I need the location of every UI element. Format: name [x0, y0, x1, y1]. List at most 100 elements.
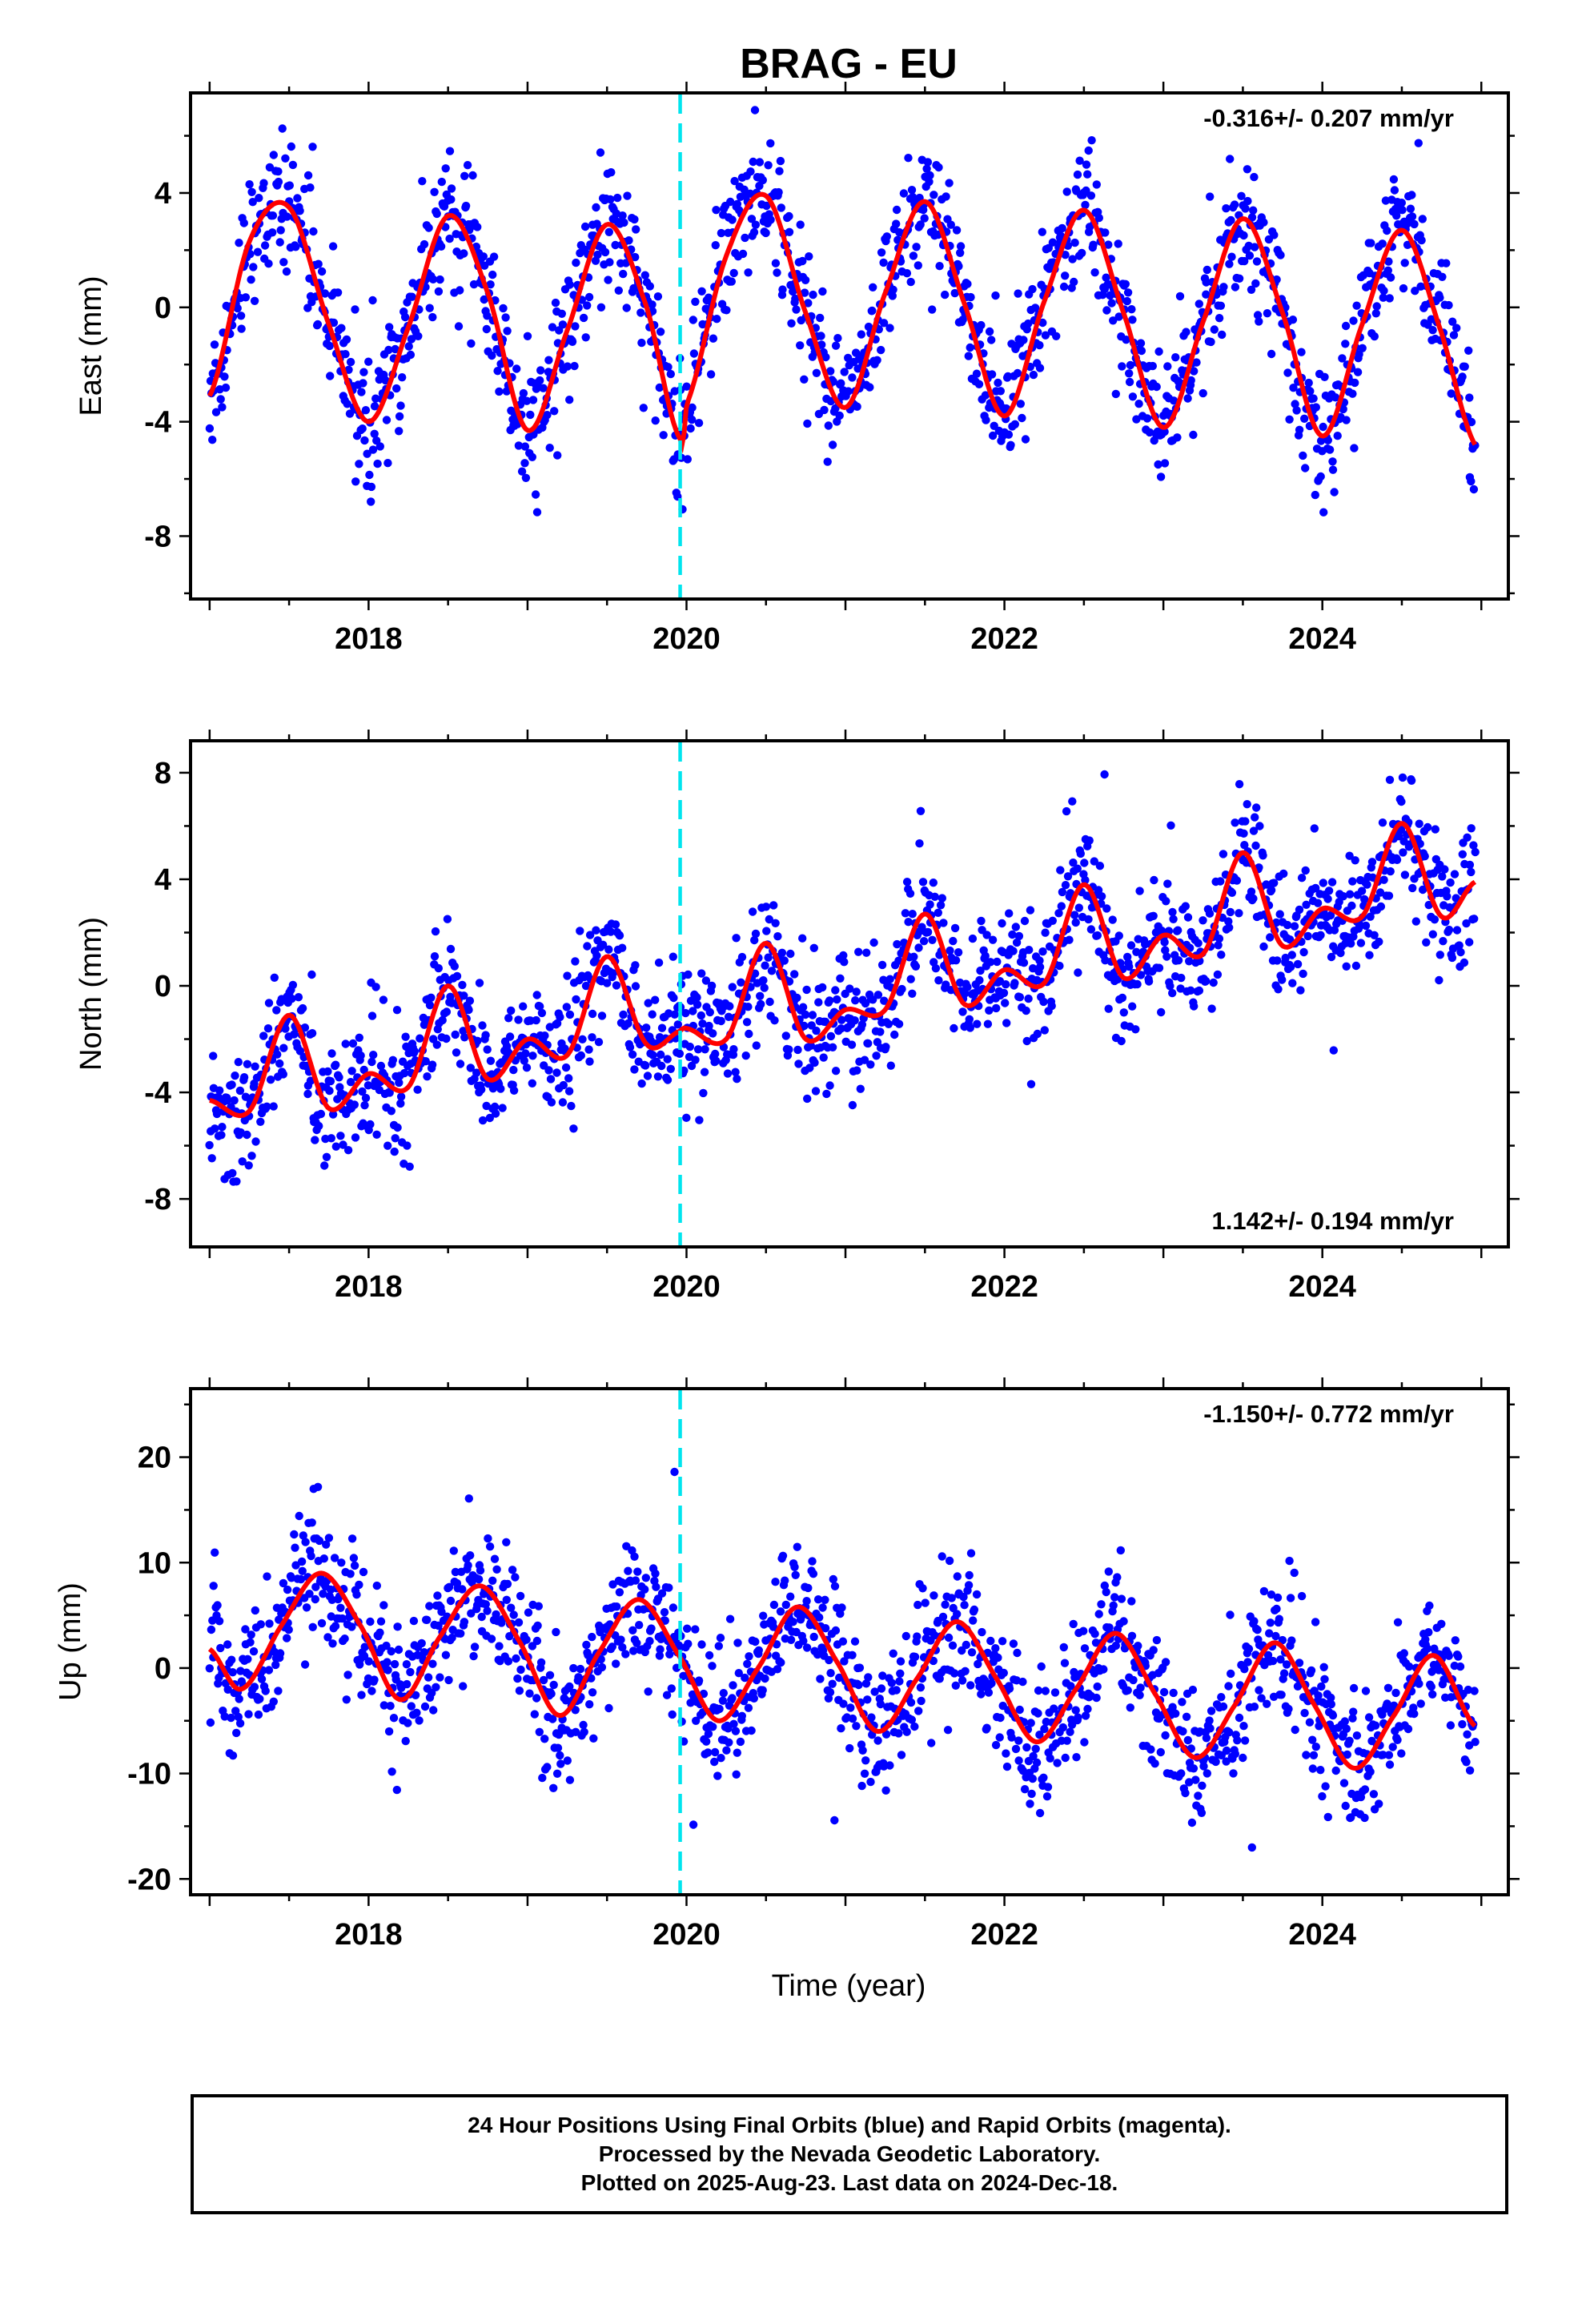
data-point — [1469, 841, 1478, 850]
data-point — [1310, 824, 1319, 833]
data-point — [894, 1019, 904, 1028]
data-point — [1178, 1698, 1186, 1707]
data-point — [620, 218, 628, 227]
data-point — [988, 431, 998, 440]
data-point — [826, 367, 835, 376]
data-point — [655, 383, 664, 392]
data-point — [1425, 1601, 1434, 1610]
data-point — [1207, 1004, 1216, 1013]
data-point — [1284, 1704, 1293, 1714]
data-point — [821, 1595, 829, 1605]
data-point — [1135, 887, 1144, 895]
data-point — [908, 910, 917, 919]
data-point — [670, 1010, 679, 1019]
data-point — [1311, 403, 1321, 412]
data-point — [281, 1024, 290, 1033]
data-point — [847, 1040, 857, 1049]
data-point — [514, 1618, 524, 1627]
data-point — [559, 1080, 568, 1090]
footer-line-3: Plotted on 2025-Aug-23. Last data on 202… — [580, 2170, 1118, 2195]
data-point — [1247, 285, 1256, 294]
data-point — [1062, 187, 1071, 196]
data-point — [781, 1031, 790, 1040]
data-point — [436, 1673, 444, 1682]
data-point — [976, 966, 985, 975]
data-point — [299, 1531, 307, 1540]
data-point — [663, 1076, 673, 1084]
data-point — [1040, 1724, 1049, 1734]
data-point — [327, 1049, 336, 1058]
data-point — [227, 1655, 236, 1664]
data-point — [429, 1706, 438, 1715]
data-point — [972, 369, 982, 378]
data-point — [736, 1737, 745, 1747]
data-point — [365, 470, 374, 480]
data-point — [798, 256, 807, 266]
data-point — [367, 1011, 377, 1020]
data-point — [778, 285, 787, 294]
data-point — [483, 312, 492, 320]
data-point — [1222, 1757, 1231, 1766]
data-point — [861, 1679, 871, 1688]
data-point — [1219, 850, 1228, 858]
data-point — [349, 1554, 359, 1562]
data-point — [1282, 1660, 1291, 1669]
data-point — [722, 1746, 731, 1755]
data-point — [935, 262, 944, 271]
data-point — [878, 1671, 887, 1680]
data-point — [771, 919, 780, 928]
data-point — [290, 1530, 299, 1539]
data-point — [1239, 829, 1248, 838]
data-point — [805, 252, 813, 261]
data-point — [996, 387, 1006, 396]
data-point — [787, 319, 796, 328]
data-point — [789, 287, 797, 296]
data-point — [1114, 931, 1124, 940]
data-point — [639, 404, 648, 412]
data-point — [1162, 952, 1171, 961]
data-point — [486, 280, 495, 289]
data-point — [511, 1573, 520, 1582]
data-point — [370, 1675, 379, 1684]
data-point — [728, 983, 737, 991]
data-point — [504, 1014, 513, 1023]
data-point — [1173, 433, 1182, 442]
data-point — [1039, 997, 1048, 1007]
data-point — [786, 1635, 796, 1644]
data-point — [974, 1659, 982, 1669]
data-point — [912, 243, 921, 251]
data-point — [580, 222, 590, 231]
data-point — [615, 931, 624, 940]
data-point — [1197, 1808, 1207, 1817]
data-point — [1202, 290, 1211, 299]
data-point — [1252, 803, 1261, 812]
data-point — [488, 1576, 497, 1586]
data-point — [744, 1703, 753, 1712]
data-point — [1404, 1662, 1414, 1671]
data-point — [770, 1016, 779, 1025]
data-point — [473, 223, 482, 231]
data-point — [552, 1019, 562, 1028]
data-point — [317, 1618, 327, 1628]
data-point — [1084, 915, 1093, 924]
data-point — [1367, 239, 1375, 247]
data-point — [539, 1675, 548, 1685]
data-point — [263, 1024, 273, 1033]
data-point — [482, 324, 491, 334]
data-point — [667, 1684, 676, 1693]
data-point — [659, 431, 668, 440]
data-point — [382, 1641, 391, 1651]
data-point — [967, 1648, 977, 1657]
data-point — [1085, 836, 1094, 845]
data-point — [860, 1769, 869, 1778]
data-point — [1216, 877, 1225, 886]
data-point — [1297, 874, 1307, 883]
data-point — [856, 1084, 865, 1093]
data-point — [1198, 1781, 1207, 1790]
data-point — [1119, 1008, 1129, 1017]
data-point — [364, 357, 373, 366]
data-point — [308, 143, 317, 151]
data-point — [293, 194, 302, 203]
data-point — [254, 1314, 262, 1322]
data-point — [1270, 879, 1279, 887]
